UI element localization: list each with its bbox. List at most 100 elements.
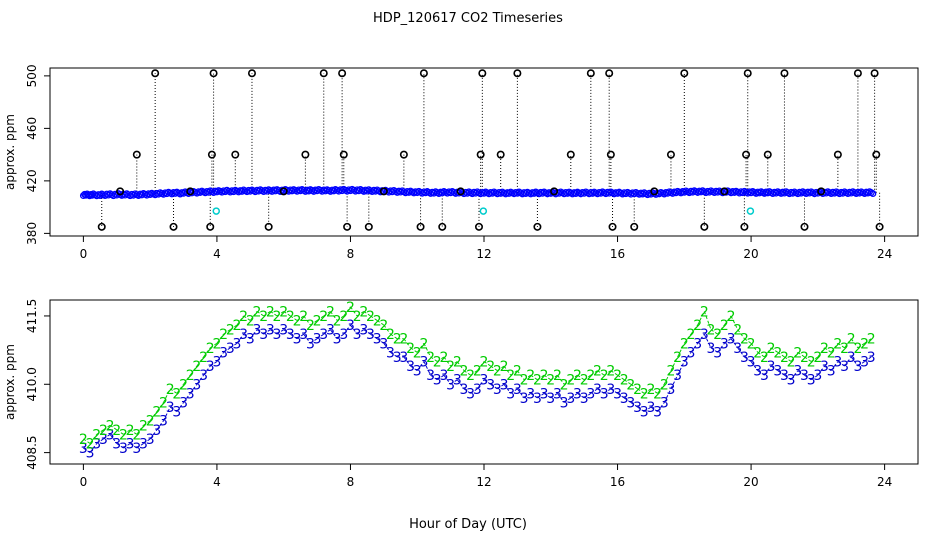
series-3-point: 3 [546,391,555,407]
plot-frame [49,67,919,237]
series-2-point: 2 [553,368,562,384]
series-2-point: 2 [613,368,622,384]
series-connector [570,374,578,381]
series-2-point: 2 [707,323,716,339]
series-connector [610,370,618,376]
series-connector [530,374,538,381]
series-connector [503,383,512,394]
outlier-point [456,187,465,196]
series-3-point: 3 [713,345,722,361]
series-connector [830,361,839,371]
outlier-point [319,69,328,78]
series-3-point: 3 [152,423,161,439]
series-3-point: 3 [166,400,175,416]
series-connector [817,347,825,358]
series-2-point: 2 [793,345,802,361]
series-connector [223,329,231,335]
series-connector [443,374,452,385]
series-connector [156,420,164,431]
series-connector [109,434,118,444]
series-2-point: 2 [460,364,469,380]
series-connector [710,329,718,335]
series-3-point: 3 [313,332,322,348]
y-axis-title: approx. ppm [3,114,17,190]
series-2-point: 2 [346,300,355,316]
x-tick-label: 8 [347,475,355,489]
series-connector [296,315,305,321]
series-3-point: 3 [319,327,328,343]
series-3-point: 3 [99,432,108,448]
x-tick-label: 12 [476,247,491,261]
series-2-point: 2 [286,309,295,325]
series-connector [490,383,498,390]
series-connector [183,374,191,385]
series-3-point: 3 [586,386,595,402]
outlier-point [630,222,639,231]
series-connector [563,379,572,385]
series-3-point: 3 [86,446,95,462]
series-3-point: 3 [486,377,495,393]
series-3-point: 3 [159,414,168,430]
series-2-point: 2 [526,368,535,384]
outlier-point [301,150,310,159]
outlier-point [186,187,195,196]
outlier-point [379,187,388,196]
series-2-point: 2 [373,314,382,330]
series-connector [643,388,652,394]
y-tick-label: 410.0 [25,367,39,401]
series-3-point: 3 [306,336,315,352]
series-2-point: 2 [713,327,722,343]
series-connector [543,392,552,399]
series-connector [510,388,518,394]
series-connector [390,333,398,340]
outlier-point [474,222,483,231]
outlier-point [496,150,505,159]
series-3-point: 3 [673,368,682,384]
series-3-point: 3 [406,359,415,375]
x-axis-title: Hour of Day (UTC) [409,517,527,532]
series-connector [296,333,305,340]
x-tick-label: 20 [743,475,758,489]
series-connector [557,374,565,385]
x-tick-label: 0 [80,475,88,489]
series-2-point: 2 [206,341,215,357]
series-3-point: 3 [433,373,442,389]
series-connector [864,338,872,344]
series-connector [830,342,839,353]
series-connector [436,374,445,381]
series-connector [784,356,792,362]
series-connector [617,392,625,399]
series-connector [303,333,311,344]
series-connector [857,342,865,349]
series-3-point: 3 [353,327,362,343]
cyan-point [746,207,755,215]
series-connector [557,393,565,403]
outlier-point [680,69,689,78]
series-2-point: 2 [653,386,662,402]
series-connector [123,443,131,449]
series-2-point: 2 [586,368,595,384]
x-tick-label: 4 [213,247,221,261]
series-connector [690,324,699,335]
series-connector [209,342,218,349]
series-connector [383,324,391,335]
series-connector [543,374,552,381]
series-2-point: 2 [333,314,342,330]
y-tick-label: 500 [25,64,39,87]
series-2-point: 2 [253,304,262,320]
series-3-point: 3 [453,373,462,389]
series-connector [610,388,618,394]
series-connector [603,388,612,394]
series-3-point: 3 [600,386,609,402]
series-connector [216,333,225,344]
series-3-point: 3 [867,350,876,366]
y-axis-title: approx. ppm [3,344,17,420]
series-connector [550,374,558,381]
series-connector [824,365,832,372]
series-3-point: 3 [279,323,288,339]
series-connector [343,306,351,317]
series-connector [697,333,705,344]
series-3-point: 3 [359,323,368,339]
series-connector [256,310,264,317]
series-2-point: 2 [767,341,776,357]
